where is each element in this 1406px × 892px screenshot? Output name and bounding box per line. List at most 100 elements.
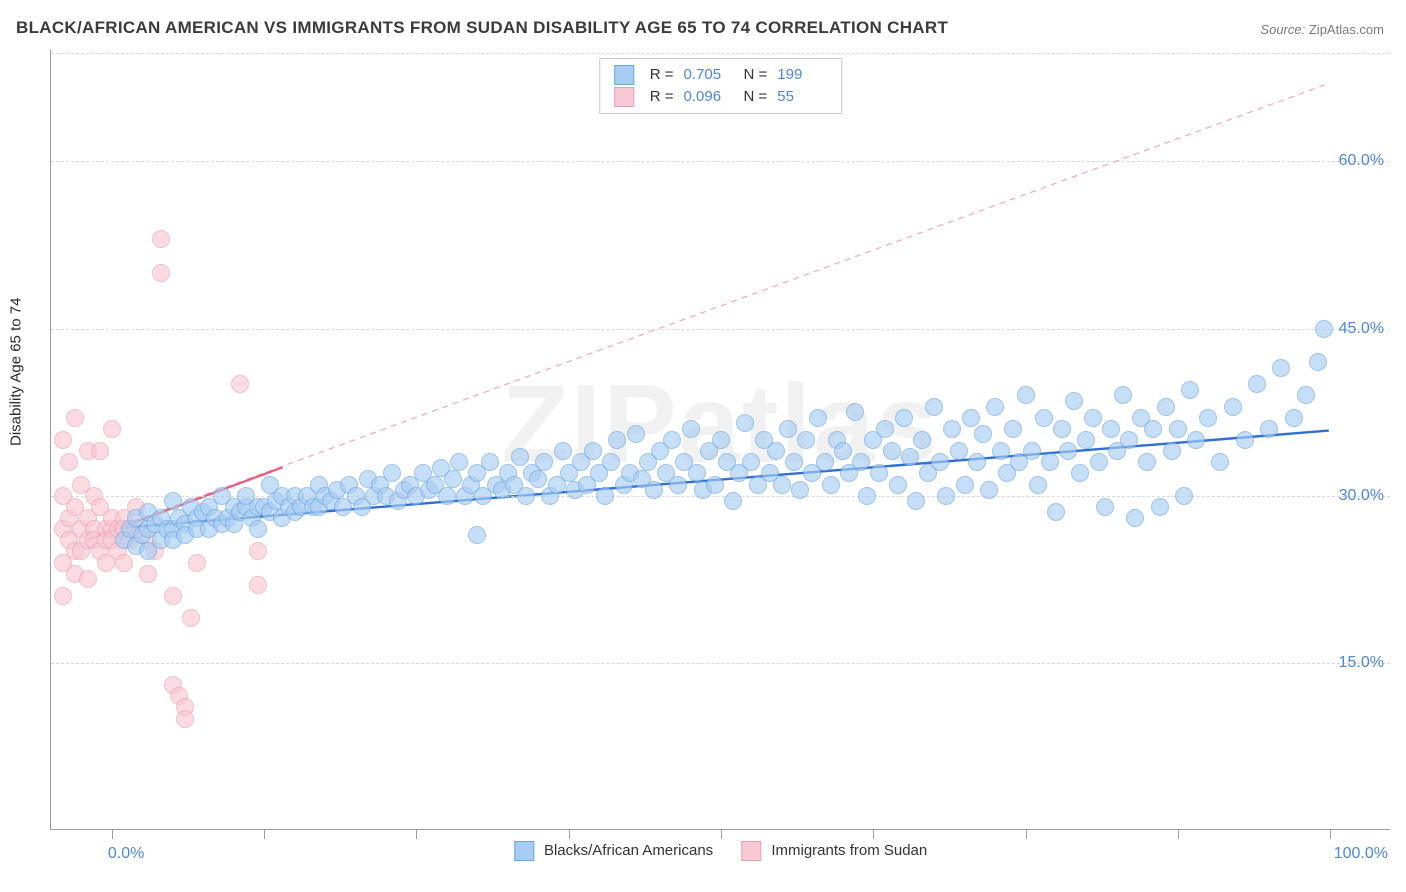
scatter-point [986, 398, 1004, 416]
scatter-point [785, 453, 803, 471]
source-credit: Source: ZipAtlas.com [1260, 22, 1384, 37]
legend-swatch-icon [614, 87, 634, 107]
scatter-point [773, 476, 791, 494]
scatter-point [1285, 409, 1303, 427]
scatter-point [231, 375, 249, 393]
legend-n-value: 55 [777, 86, 827, 108]
scatter-point [1059, 442, 1077, 460]
legend-swatch-icon [741, 841, 761, 861]
scatter-point [645, 481, 663, 499]
scatter-point [60, 453, 78, 471]
legend-n-label: N = [744, 86, 768, 108]
legend-label: Blacks/African Americans [544, 842, 713, 859]
scatter-point [1126, 509, 1144, 527]
scatter-point [767, 442, 785, 460]
scatter-point [797, 431, 815, 449]
scatter-point [1236, 431, 1254, 449]
scatter-point [706, 476, 724, 494]
scatter-point [1272, 359, 1290, 377]
scatter-point [1187, 431, 1205, 449]
scatter-point [1023, 442, 1041, 460]
scatter-point [54, 587, 72, 605]
scatter-point [809, 409, 827, 427]
scatter-point [669, 476, 687, 494]
scatter-point [1017, 386, 1035, 404]
x-max-label: 100.0% [1334, 845, 1388, 863]
scatter-point [1224, 398, 1242, 416]
scatter-point [249, 520, 267, 538]
scatter-point [876, 420, 894, 438]
scatter-point [1315, 320, 1333, 338]
scatter-point [176, 710, 194, 728]
scatter-point [152, 230, 170, 248]
x-tick [1330, 829, 1331, 839]
source-label: Source: [1260, 22, 1305, 37]
scatter-point [1114, 386, 1132, 404]
scatter-point [164, 492, 182, 510]
gridline [51, 53, 1390, 54]
scatter-point [1151, 498, 1169, 516]
scatter-point [883, 442, 901, 460]
scatter-point [1065, 392, 1083, 410]
scatter-point [1047, 503, 1065, 521]
x-tick [416, 829, 417, 839]
x-tick [1026, 829, 1027, 839]
scatter-point [1248, 375, 1266, 393]
scatter-point [249, 576, 267, 594]
x-tick [1178, 829, 1179, 839]
scatter-point [1071, 464, 1089, 482]
y-tick-label: 45.0% [1339, 320, 1384, 338]
scatter-point [1157, 398, 1175, 416]
y-tick-label: 15.0% [1339, 654, 1384, 672]
scatter-point [139, 565, 157, 583]
scatter-point [822, 476, 840, 494]
y-tick-label: 30.0% [1339, 487, 1384, 505]
x-tick [112, 829, 113, 839]
scatter-point [115, 554, 133, 572]
scatter-point [1029, 476, 1047, 494]
scatter-point [992, 442, 1010, 460]
scatter-point [481, 453, 499, 471]
scatter-point [66, 409, 84, 427]
scatter-point [742, 453, 760, 471]
chart-title: BLACK/AFRICAN AMERICAN VS IMMIGRANTS FRO… [16, 18, 948, 38]
scatter-point [1096, 498, 1114, 516]
gridline [51, 329, 1390, 330]
scatter-plot: ZIPatlas R = 0.705 N = 199 R = 0.096 N =… [50, 50, 1390, 830]
scatter-point [956, 476, 974, 494]
scatter-point [870, 464, 888, 482]
scatter-point [779, 420, 797, 438]
legend-n-value: 199 [777, 64, 827, 86]
scatter-point [1175, 487, 1193, 505]
scatter-point [852, 453, 870, 471]
scatter-point [1090, 453, 1108, 471]
legend-label: Immigrants from Sudan [771, 842, 927, 859]
scatter-point [602, 453, 620, 471]
scatter-point [663, 431, 681, 449]
scatter-point [950, 442, 968, 460]
legend-correlation: R = 0.705 N = 199 R = 0.096 N = 55 [599, 58, 843, 114]
scatter-point [895, 409, 913, 427]
scatter-point [182, 609, 200, 627]
scatter-point [791, 481, 809, 499]
scatter-point [450, 453, 468, 471]
scatter-point [554, 442, 572, 460]
scatter-point [1297, 386, 1315, 404]
legend-item: Immigrants from Sudan [741, 841, 927, 861]
legend-swatch-icon [514, 841, 534, 861]
scatter-point [1163, 442, 1181, 460]
scatter-point [688, 464, 706, 482]
scatter-point [974, 425, 992, 443]
scatter-point [164, 587, 182, 605]
x-tick [264, 829, 265, 839]
scatter-point [1260, 420, 1278, 438]
scatter-point [91, 442, 109, 460]
scatter-point [152, 264, 170, 282]
scatter-point [468, 526, 486, 544]
legend-row: R = 0.096 N = 55 [614, 86, 828, 108]
gridline [51, 663, 1390, 664]
scatter-point [943, 420, 961, 438]
source-value: ZipAtlas.com [1309, 22, 1384, 37]
scatter-point [79, 570, 97, 588]
scatter-point [724, 492, 742, 510]
